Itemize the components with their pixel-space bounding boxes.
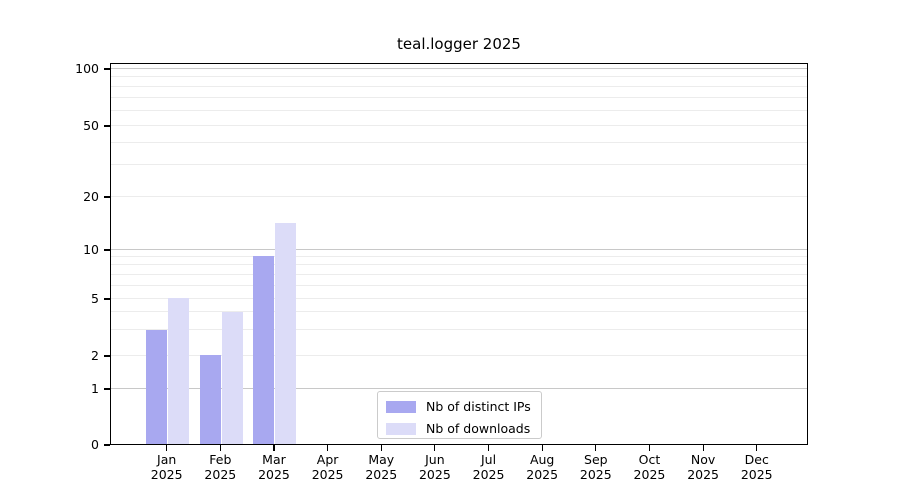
gridline-4 [111,311,807,313]
gridline-1 [111,387,807,389]
x-tick-label-aug: Aug 2025 [514,452,570,482]
x-tick-month: Apr [316,452,339,467]
x-tick-label-feb: Feb 2025 [192,452,248,482]
y-tick-label-20: 20 [83,189,99,204]
y-tick-label-10: 10 [83,242,99,257]
x-tick-month: Jul [480,452,497,467]
x-tick-month: Nov [690,452,716,467]
bar-jan-downloads [168,298,190,444]
y-tick-mark [104,444,110,446]
legend-item-distinct-ips: Nb of distinct IPs [386,398,541,415]
bar-feb-distinct-ips [199,355,221,444]
x-tick-year: 2025 [526,467,559,482]
x-tick-year: 2025 [687,467,719,482]
gridline-100 [111,67,807,69]
y-tick-label-1: 1 [91,381,99,396]
legend: Nb of distinct IPs Nb of downloads [377,391,542,439]
x-tick-year: 2025 [204,467,237,482]
y-tick-mark [104,249,110,251]
y-tick-label-2: 2 [91,348,99,363]
x-tick-mark [327,445,329,451]
y-tick-mark [104,298,110,300]
x-tick-month: Mar [262,452,286,467]
x-tick-month: Oct [638,452,661,467]
y-tick-label-5: 5 [91,291,99,306]
x-tick-label-mar: Mar 2025 [246,452,302,482]
x-tick-label-jan: Jan 2025 [139,452,195,482]
x-tick-label-jul: Jul 2025 [461,452,517,482]
gridline-40 [111,141,807,143]
x-tick-mark [541,445,543,451]
legend-label-downloads: Nb of downloads [426,420,531,436]
legend-swatch-distinct-ips [386,400,416,413]
x-tick-mark [702,445,704,451]
x-tick-month: Jun [425,452,445,467]
x-tick-month: Aug [529,452,555,467]
x-tick-month: Jan [157,452,177,467]
gridline-70 [111,96,807,98]
y-tick-mark [104,125,110,127]
gridline-60 [111,109,807,111]
y-tick-mark [104,355,110,357]
x-tick-year: 2025 [311,467,344,482]
x-tick-mark [434,445,436,451]
gridline-90 [111,76,807,78]
x-tick-year: 2025 [633,467,666,482]
y-tick-mark [104,388,110,390]
y-tick-mark [104,196,110,198]
x-tick-year: 2025 [472,467,505,482]
x-tick-mark [380,445,382,451]
x-tick-year: 2025 [150,467,183,482]
x-tick-month: Dec [744,452,769,467]
x-tick-mark [756,445,758,451]
gridline-3 [111,329,807,331]
gridline-30 [111,164,807,166]
gridline-9 [111,255,807,257]
plot-area [110,63,808,445]
x-tick-mark [487,445,490,451]
x-tick-year: 2025 [258,467,290,482]
chart-title: teal.logger 2025 [397,35,521,53]
x-tick-mark [595,445,597,451]
gridline-6 [111,284,807,286]
gridline-20 [111,195,807,197]
x-tick-year: 2025 [579,467,612,482]
bar-jan-distinct-ips [146,329,168,444]
x-tick-year: 2025 [740,467,773,482]
x-tick-label-may: May 2025 [353,452,409,482]
x-tick-label-dec: Dec 2025 [729,452,785,482]
gridline-5 [111,297,807,299]
x-tick-year: 2025 [365,467,398,482]
x-tick-mark [273,445,275,451]
x-tick-mark [648,445,651,451]
x-tick-label-sep: Sep 2025 [568,452,624,482]
legend-swatch-downloads [386,422,416,435]
x-tick-label-oct: Oct 2025 [621,452,677,482]
x-tick-month: Feb [209,452,232,467]
gridline-2 [111,354,807,356]
x-tick-label-apr: Apr 2025 [300,452,356,482]
x-tick-month: May [368,452,395,467]
gridline-8 [111,264,807,266]
gridline-50 [111,124,807,126]
legend-label-distinct-ips: Nb of distinct IPs [426,398,531,414]
y-tick-mark [104,68,110,70]
x-tick-mark [219,445,221,451]
y-tick-label-50: 50 [83,118,99,133]
gridline-80 [111,85,807,87]
gridline-10 [111,248,807,250]
x-tick-month: Sep [584,452,608,467]
legend-item-downloads: Nb of downloads [386,420,541,437]
x-tick-label-nov: Nov 2025 [675,452,731,482]
x-tick-year: 2025 [418,467,451,482]
y-tick-label-0: 0 [91,437,99,452]
bar-mar-distinct-ips [253,256,275,444]
bar-feb-downloads [221,311,243,444]
gridline-7 [111,273,807,275]
x-tick-label-jun: Jun 2025 [407,452,463,482]
bar-mar-downloads [275,223,297,444]
x-tick-mark [166,445,168,451]
y-tick-label-100: 100 [75,61,99,76]
